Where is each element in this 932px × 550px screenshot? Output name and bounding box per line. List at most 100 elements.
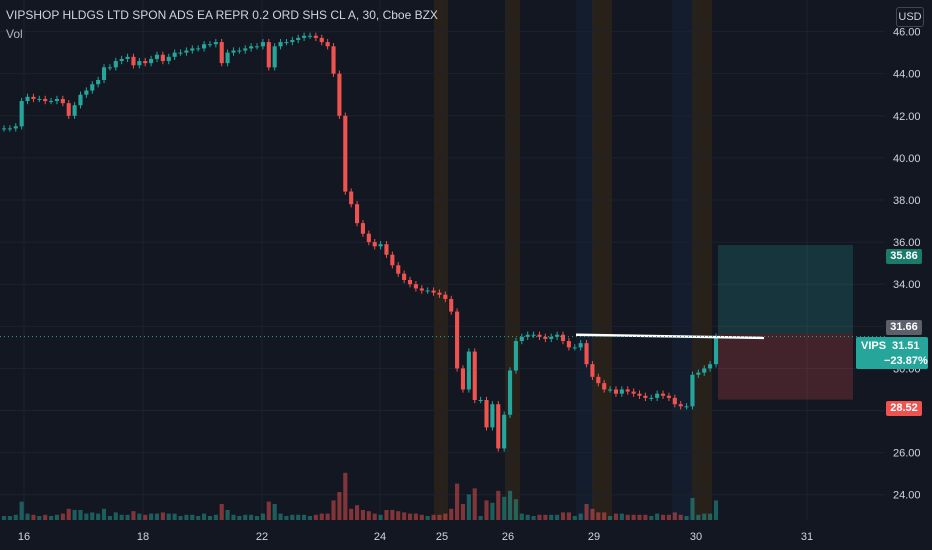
volume-bar bbox=[160, 512, 165, 520]
volume-bar bbox=[625, 514, 630, 520]
last-price-label: VIPS 31.51 −23.87% bbox=[856, 337, 928, 369]
candle-body bbox=[137, 61, 142, 66]
candle-body bbox=[490, 404, 495, 428]
candle-body bbox=[360, 223, 366, 234]
candle-body bbox=[349, 191, 354, 205]
volume-bar bbox=[349, 508, 354, 520]
volume-bar bbox=[284, 516, 289, 520]
candle-body bbox=[672, 397, 677, 405]
horizontal-line bbox=[575, 333, 765, 340]
volume-bar bbox=[96, 513, 101, 520]
volume-bar bbox=[584, 504, 589, 520]
candle-body bbox=[49, 101, 54, 103]
candle-body bbox=[584, 343, 589, 365]
candle-body bbox=[525, 334, 530, 337]
candle-body bbox=[708, 364, 713, 369]
volume-bar bbox=[25, 513, 30, 520]
candle-body bbox=[619, 389, 624, 394]
volume-bar bbox=[549, 514, 554, 520]
volume-bar bbox=[637, 514, 642, 520]
volume-bar bbox=[237, 516, 242, 520]
volume-bar bbox=[231, 514, 236, 520]
candle-body bbox=[7, 128, 12, 130]
price-tick-label: 26.00 bbox=[893, 448, 921, 460]
volume-bar bbox=[708, 513, 713, 520]
volume-bar bbox=[478, 516, 483, 520]
candle-body bbox=[231, 50, 236, 53]
change-percent: −23.87% bbox=[884, 355, 928, 367]
volume-bar bbox=[690, 498, 695, 520]
volume-bar bbox=[455, 483, 460, 520]
volume-bar bbox=[649, 516, 654, 520]
candle-body bbox=[266, 42, 271, 68]
time-tick-label: 16 bbox=[18, 531, 30, 543]
candle-body bbox=[260, 42, 265, 47]
volume-bar bbox=[519, 513, 524, 520]
time-axis[interactable]: 16 18 22 24 25 26 29 30 31 bbox=[18, 531, 813, 543]
volume-bar bbox=[296, 514, 301, 520]
candle-body bbox=[249, 46, 254, 49]
volume-bar bbox=[631, 514, 636, 520]
volume-bar bbox=[354, 505, 360, 520]
horizontal-line-drawing[interactable] bbox=[0, 333, 885, 340]
volume-bar bbox=[537, 514, 542, 520]
volume-bar bbox=[249, 514, 254, 520]
volume-bar bbox=[290, 514, 295, 520]
candle-body bbox=[519, 336, 524, 342]
candle-body bbox=[431, 290, 436, 293]
candle-body bbox=[319, 37, 324, 43]
volume-bar bbox=[272, 504, 277, 520]
volume-bar bbox=[396, 511, 401, 520]
volume-bar bbox=[372, 513, 377, 520]
long-position-tool[interactable] bbox=[718, 245, 853, 400]
candle-body bbox=[237, 50, 242, 52]
candle-body bbox=[478, 400, 483, 401]
volume-bar bbox=[672, 512, 677, 520]
candle-body bbox=[366, 233, 371, 243]
volume-bar bbox=[572, 516, 577, 520]
price-tick-label: 24.00 bbox=[893, 490, 921, 502]
volume-bar bbox=[31, 514, 36, 520]
candle-body bbox=[19, 101, 24, 127]
entry-price-label: 31.66 bbox=[886, 320, 922, 335]
volume-bar bbox=[66, 508, 71, 520]
volume-bar bbox=[343, 472, 348, 520]
candle-body bbox=[496, 404, 501, 449]
volume-bar bbox=[278, 513, 283, 520]
candle-body bbox=[84, 90, 89, 95]
volume-bar bbox=[413, 513, 418, 520]
candle-body bbox=[590, 364, 595, 377]
candle-body bbox=[113, 61, 118, 68]
candle-body bbox=[572, 347, 577, 349]
candle-body bbox=[631, 391, 636, 394]
candle-body bbox=[60, 98, 65, 104]
volume-bar bbox=[43, 514, 48, 520]
volume-bar bbox=[260, 513, 265, 520]
candle-body bbox=[602, 383, 607, 390]
candle-body bbox=[254, 46, 260, 48]
price-axis[interactable]: 24.0026.0028.0030.0032.0034.0036.0038.00… bbox=[893, 27, 921, 502]
volume-bar bbox=[378, 514, 383, 520]
candle-body bbox=[690, 374, 695, 407]
candle-body bbox=[307, 35, 313, 37]
volume-bar bbox=[302, 514, 307, 520]
volume-bar bbox=[78, 510, 83, 520]
session-band bbox=[672, 0, 692, 520]
volume-bar bbox=[172, 513, 177, 520]
time-tick-label: 22 bbox=[256, 531, 268, 543]
candle-body bbox=[578, 343, 583, 348]
currency-button[interactable]: USD bbox=[896, 7, 924, 27]
price-tick-label: 36.00 bbox=[893, 237, 921, 249]
candle-body bbox=[272, 46, 277, 68]
candle-body bbox=[13, 126, 18, 129]
candle-body bbox=[119, 58, 124, 62]
volume-bar bbox=[360, 510, 366, 520]
candle-body bbox=[407, 280, 413, 285]
candle-body bbox=[290, 40, 295, 43]
session-band bbox=[434, 0, 448, 520]
candle-body bbox=[655, 393, 660, 398]
candle-body bbox=[354, 204, 360, 224]
time-tick-label: 29 bbox=[588, 531, 600, 543]
candle-body bbox=[713, 336, 719, 365]
